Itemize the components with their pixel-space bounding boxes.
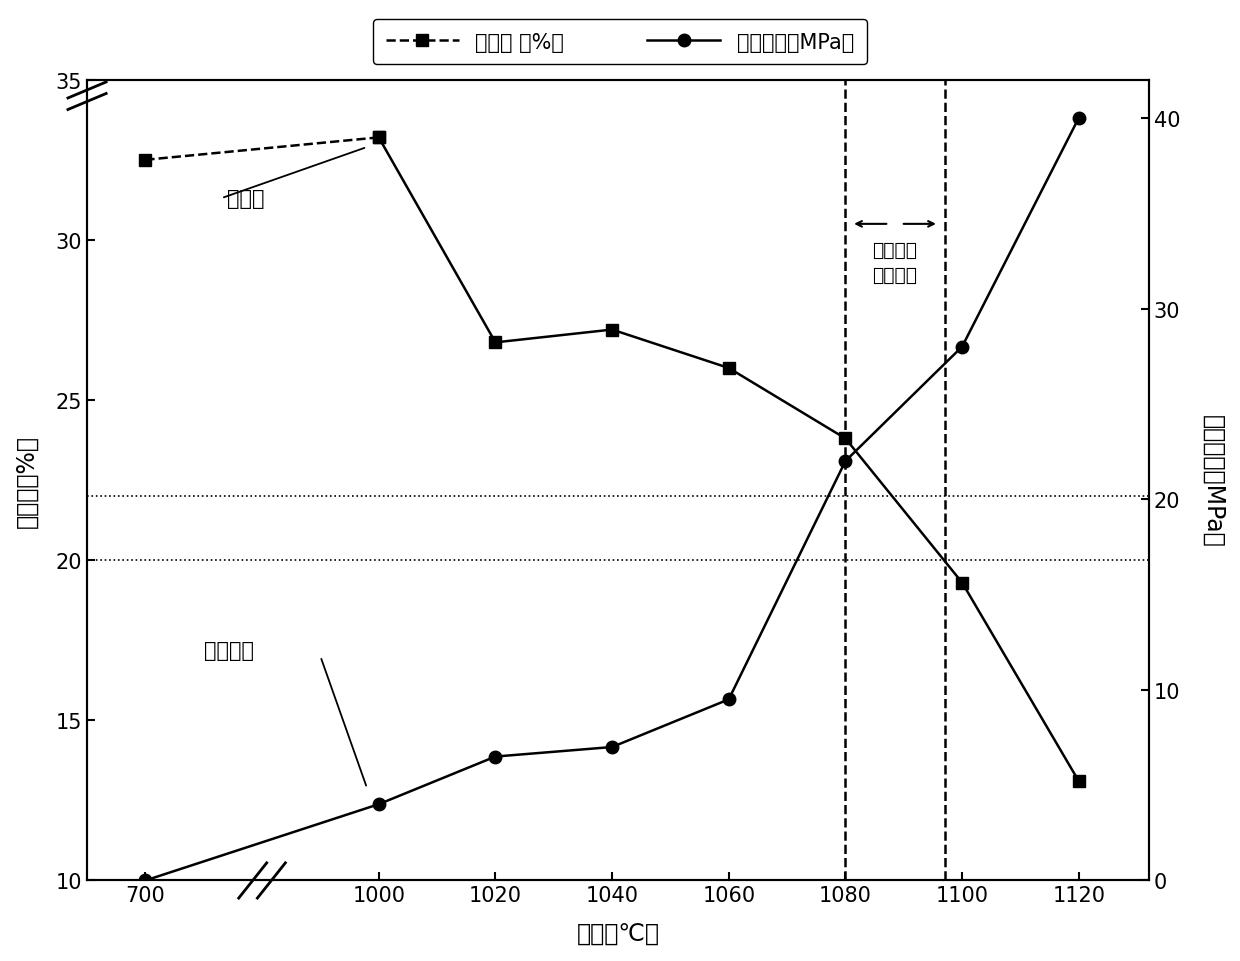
Y-axis label: 抗折强度（MPa）: 抗折强度（MPa） (1202, 414, 1225, 547)
Text: 多孔陶瓷
烧制区间: 多孔陶瓷 烧制区间 (873, 240, 918, 284)
Text: 吸水率: 吸水率 (227, 189, 264, 209)
Text: 抗折强度: 抗折强度 (203, 640, 254, 660)
Y-axis label: 吸水率（%）: 吸水率（%） (15, 434, 38, 527)
X-axis label: 温度（℃）: 温度（℃） (577, 922, 660, 946)
Legend: 吸水率 （%）, 抗折强度（MPa）: 吸水率 （%）, 抗折强度（MPa） (373, 20, 867, 65)
